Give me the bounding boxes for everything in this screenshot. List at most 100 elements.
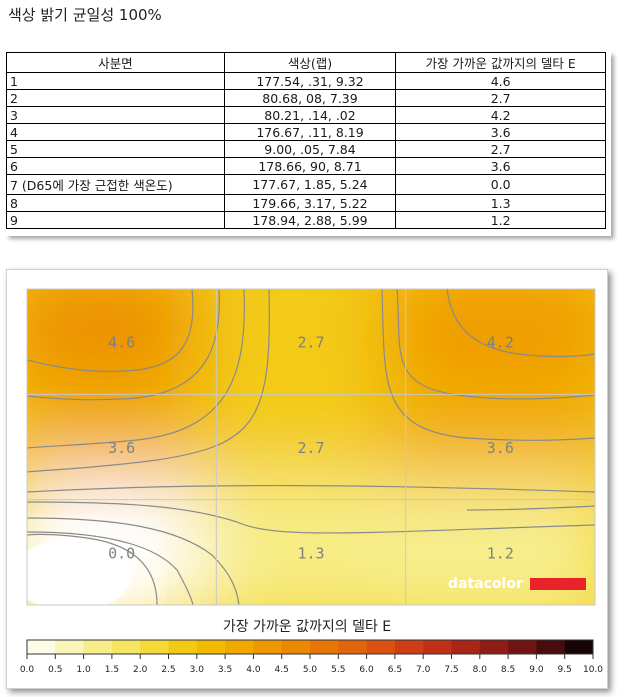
cell-delta-e: 4.2 [395,106,606,124]
colorbar-tick-label: 6.0 [359,665,374,675]
colorbar-tick-label: 3.5 [218,665,232,675]
colorbar-tick-label: 8.0 [473,665,488,675]
colorbar-segment [168,640,198,654]
cell-delta-e: 0.0 [395,174,606,195]
contour-line [381,289,595,441]
colorbar-segment [140,640,169,654]
colorbar-segment [564,640,594,654]
page-title: 색상 밝기 균일성 100% [8,6,162,24]
cell-quadrant: 4 [6,123,225,141]
colorbar-segment [451,640,481,654]
colorbar-segment [310,640,339,654]
uniformity-chart: 4.6 2.7 4.2 3.6 2.7 3.6 0.0 1.3 1.2 datacolor 가장 가… [20,288,603,675]
datacolor-brand-bar [530,578,586,590]
measurement-table-container: 사분면 색상(랩) 가장 가까운 값까지의 델타 E 1 177.54, .31,… [6,52,611,236]
contour-line [446,289,595,358]
cell-lab: 177.54, .31, 9.32 [223,72,397,90]
colorbar-segment [196,640,226,654]
colorbar-tick-label: 6.5 [388,665,402,675]
header-delta-e: 가장 가까운 값까지의 델타 E [395,52,606,73]
contour-line [396,289,595,400]
table-row: 7 (D65에 가장 근접한 색온도) 177.67, 1.85, 5.24 0.0 [6,174,606,195]
cell-quadrant: 8 [6,194,225,212]
cell-quadrant: 5 [6,140,225,158]
contour-line [27,517,240,605]
colorbar-tick-label: 9.0 [529,665,544,675]
cell-value-label: 0.0 [108,544,135,562]
colorbar-segment [83,640,113,654]
colorbar-tick-label: 2.0 [133,665,148,675]
colorbar-segment [479,640,509,654]
header-lab: 색상(랩) [223,52,397,73]
colorbar-segment [508,640,537,654]
table-row: 8 179.66, 3.17, 5.22 1.3 [6,194,606,212]
cell-lab: 80.21, .14, .02 [223,106,397,124]
cell-value-label: 4.2 [487,334,514,352]
colorbar-tick-label: 7.0 [416,665,431,675]
cell-value-label: 2.7 [297,439,324,457]
colorbar-segment [423,640,452,654]
cell-delta-e: 3.6 [395,123,606,141]
cell-value-label: 3.6 [108,439,135,457]
colorbar-segment [536,640,566,654]
measurement-table: 사분면 색상(랩) 가장 가까운 값까지의 델타 E 1 177.54, .31,… [6,52,606,229]
contour-line [27,501,595,534]
cell-quadrant: 3 [6,106,225,124]
colorbar-tick-label: 0.5 [48,665,62,675]
colorbar-tick-label: 0.0 [20,665,35,675]
heat-core-min-solid [27,539,132,605]
cell-quadrant: 7 (D65에 가장 근접한 색온도) [6,174,225,195]
table-body: 1 177.54, .31, 9.32 4.6 2 80.68, 08, 7.39 2.7… [6,72,606,229]
colorbar-tick-label: 5.0 [303,665,318,675]
plot-area [27,289,595,605]
cell-delta-e: 2.7 [395,89,606,107]
colorbar-tick-label: 9.5 [558,665,572,675]
colorbar-segment [225,640,254,654]
cell-delta-e: 3.6 [395,157,606,175]
colorbar-segment [394,640,424,654]
colorbar-tick-label: 1.0 [76,665,91,675]
cell-value-label: 2.7 [297,334,324,352]
cell-lab: 176.67, .11, 8.19 [223,123,397,141]
cell-value-label: 4.6 [108,334,135,352]
cell-lab: 179.66, 3.17, 5.22 [223,194,397,212]
cell-quadrant: 6 [6,157,225,175]
table-row: 4 176.67, .11, 8.19 3.6 [6,123,606,141]
table-row: 2 80.68, 08, 7.39 2.7 [6,89,606,107]
table-row: 1 177.54, .31, 9.32 4.6 [6,72,606,90]
chart-panel: 4.6 2.7 4.2 3.6 2.7 3.6 0.0 1.3 1.2 datacolor 가장 가… [6,269,608,689]
contour-line [27,289,245,449]
contour-line [27,531,194,605]
cell-lab: 177.67, 1.85, 5.24 [223,174,397,195]
colorbar-tick-label: 10.0 [583,665,603,675]
cell-delta-e: 2.7 [395,140,606,158]
contour-line [466,505,595,511]
cell-value-label: 1.2 [487,544,514,562]
cell-value-label: 1.3 [297,544,324,562]
contour-line [27,484,595,493]
colorbar-segment [111,640,141,654]
colorbar-tick-label: 8.5 [501,665,515,675]
cell-value-label: 3.6 [487,439,514,457]
table-row: 9 178.94, 2.88, 5.99 1.2 [6,211,606,229]
colorbar-segment [338,640,368,654]
colorbar-tick-label: 1.5 [105,665,119,675]
colorbar-segment [55,640,85,654]
table-row: 3 80.21, .14, .02 4.2 [6,106,606,124]
plot-border [26,288,596,606]
cell-lab: 80.68, 08, 7.39 [223,89,397,107]
colorbar-tick-label: 5.5 [331,665,345,675]
colorbar-tick-label: 4.0 [246,665,261,675]
contour-line [27,289,194,372]
colorbar-segment [253,640,283,654]
colorbar-tick-label: 3.0 [190,665,205,675]
contour-line [27,533,158,605]
cell-quadrant: 1 [6,72,225,90]
datacolor-watermark: datacolor [448,576,523,592]
chart-title: 가장 가까운 값까지의 델타 E [223,619,391,635]
colorbar-segment [27,640,56,654]
cell-delta-e: 4.6 [395,72,606,90]
colorbar-tick-label: 7.5 [444,665,458,675]
cell-lab: 178.94, 2.88, 5.99 [223,211,397,229]
cell-lab: 178.66, 90, 8.71 [223,157,397,175]
